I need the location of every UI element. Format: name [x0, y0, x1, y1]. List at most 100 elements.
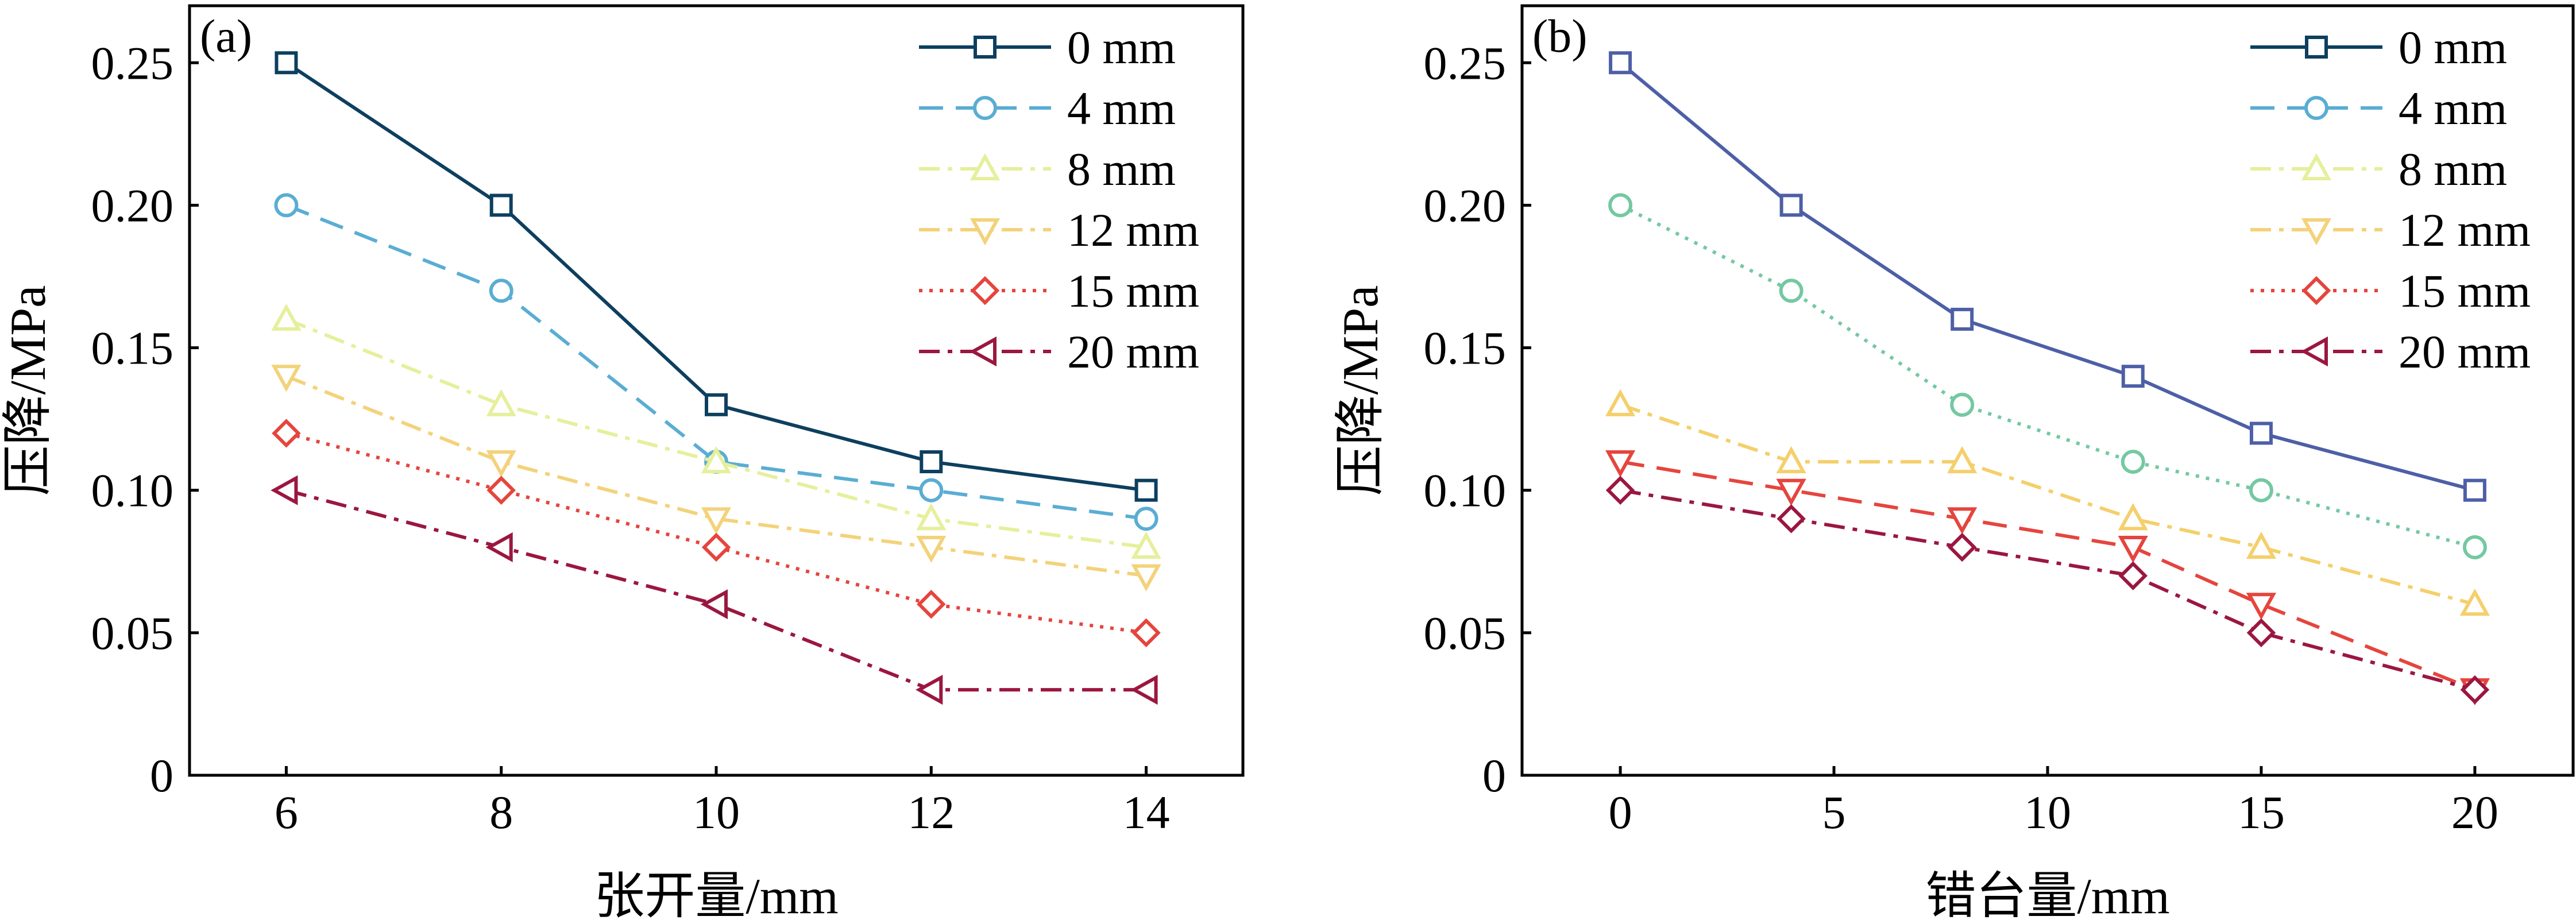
- y-tick-label-a: 0.10: [91, 465, 174, 517]
- data-point: [486, 475, 516, 505]
- x-tick-label-a: 14: [1123, 786, 1170, 838]
- legend-label: 15 mm: [2399, 265, 2531, 317]
- data-point: [2249, 422, 2273, 445]
- data-point: [1134, 507, 1158, 531]
- data-point: [701, 507, 732, 535]
- ticks-b: 0 5 10 15 20 0 0.05 0.10 0.15 0.20 0.25: [1424, 37, 2498, 838]
- series-line: [1620, 460, 2476, 691]
- data-point: [2460, 675, 2490, 705]
- x-axis-label-b: 错台量/mm: [1925, 869, 2169, 924]
- legend-item: 0 mm: [919, 21, 1176, 74]
- data-point: [2462, 535, 2487, 559]
- legend-item: 20 mm: [919, 326, 1199, 378]
- y-tick-label-b: 0.20: [1424, 179, 1507, 231]
- data-point: [2459, 589, 2490, 616]
- legend-marker: [2301, 153, 2332, 180]
- data-point: [486, 389, 516, 416]
- data-point: [271, 303, 302, 331]
- data-point: [2246, 531, 2277, 559]
- data-point: [1779, 279, 1803, 303]
- data-point: [486, 450, 516, 478]
- legend-label: 12 mm: [2399, 204, 2531, 256]
- data-point: [2121, 450, 2145, 474]
- data-point: [701, 532, 731, 562]
- data-point: [1605, 389, 1636, 416]
- data-point: [2118, 535, 2148, 563]
- series-a-4: [271, 365, 1161, 591]
- data-point: [1947, 446, 1978, 474]
- y-tick-label-b: 0.15: [1424, 322, 1507, 374]
- legend-marker: [2305, 36, 2328, 59]
- legend-item: 4 mm: [919, 82, 1176, 134]
- series-line: [285, 374, 1146, 578]
- data-point: [1609, 51, 1632, 75]
- x-tick-label-b: 0: [1609, 786, 1632, 838]
- legend-label: 8 mm: [2399, 143, 2507, 195]
- legend-marker: [970, 218, 1001, 246]
- legend-item: 4 mm: [2250, 82, 2507, 134]
- data-point: [916, 535, 947, 563]
- series-a-2: [274, 193, 1158, 531]
- legend-label: 0 mm: [1067, 21, 1176, 74]
- x-tick-label-b: 10: [2024, 786, 2071, 838]
- data-point: [916, 503, 947, 531]
- data-point: [274, 193, 299, 218]
- data-point: [1134, 478, 1158, 502]
- x-axis-label-a: 张开量/mm: [594, 869, 838, 924]
- series-line: [1619, 61, 2475, 492]
- data-point: [1776, 504, 1806, 533]
- x-tick-label-b: 5: [1822, 786, 1846, 838]
- legend-item: 12 mm: [919, 204, 1199, 256]
- legend-marker: [2304, 96, 2328, 120]
- panel-a: (a) 张开量/mm 压降/MPa 6 8 10 12 14 0 0.05 0.10 0.15 0…: [1, 4, 1245, 924]
- series-a-3: [271, 303, 1161, 559]
- y-tick-label-a: 0.15: [91, 322, 174, 374]
- legend-marker: [970, 153, 1001, 180]
- legend-label: 4 mm: [2399, 82, 2507, 134]
- legend-label: 15 mm: [1067, 265, 1199, 317]
- ticks-a: 6 8 10 12 14 0 0.05 0.10 0.15 0.20 0.25: [91, 37, 1170, 838]
- data-point: [2118, 503, 2148, 531]
- data-point: [1605, 450, 1636, 478]
- y-tick-label-a: 0: [150, 749, 173, 802]
- data-point: [701, 446, 732, 474]
- y-tick-label-a: 0.20: [91, 179, 174, 231]
- series-b-5: [1605, 475, 2490, 705]
- series-line: [1619, 203, 2475, 549]
- series-b-2: [1608, 193, 2487, 559]
- series-a-6: [271, 475, 1158, 705]
- legend-item: 0 mm: [2250, 21, 2507, 74]
- legend-item: 20 mm: [2250, 326, 2531, 378]
- legend-label: 4 mm: [1067, 82, 1176, 134]
- legend-marker: [973, 96, 997, 120]
- data-point: [705, 393, 728, 416]
- data-point: [489, 194, 513, 217]
- legend-marker: [2300, 336, 2328, 367]
- series-group-a: [271, 51, 1161, 705]
- series-b-1: [1609, 51, 2486, 502]
- data-point: [2121, 365, 2145, 388]
- legend-marker: [969, 336, 997, 367]
- data-point: [489, 279, 513, 303]
- data-point: [272, 419, 301, 448]
- data-point: [1776, 446, 1806, 474]
- legend-item: 15 mm: [2250, 265, 2531, 317]
- data-point: [917, 589, 946, 619]
- data-point: [919, 478, 944, 502]
- x-tick-label-a: 8: [489, 786, 513, 838]
- y-tick-label-b: 0.10: [1424, 465, 1507, 517]
- data-point: [2118, 561, 2148, 590]
- panel-label-b: (b): [1532, 10, 1588, 62]
- legend-item: 15 mm: [919, 265, 1199, 317]
- x-tick-label-a: 10: [693, 786, 740, 838]
- data-point: [485, 532, 513, 563]
- data-point: [1947, 507, 1978, 535]
- data-point: [1950, 392, 1975, 417]
- legend-marker: [970, 276, 1000, 306]
- y-axis-label-b: 压降/MPa: [1333, 285, 1389, 496]
- data-point: [920, 450, 943, 474]
- legend-label: 0 mm: [2399, 21, 2507, 74]
- series-b-4: [1605, 450, 2490, 706]
- legend-label: 8 mm: [1067, 143, 1176, 195]
- series-group-b: [1605, 51, 2490, 706]
